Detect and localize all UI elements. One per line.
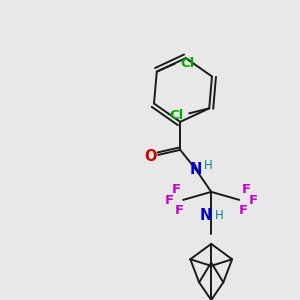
Text: N: N — [200, 208, 212, 224]
Text: F: F — [242, 183, 251, 196]
Text: H: H — [215, 209, 224, 222]
Text: O: O — [144, 149, 157, 164]
Text: F: F — [175, 204, 184, 218]
Text: F: F — [249, 194, 258, 207]
Text: F: F — [165, 194, 174, 207]
Text: F: F — [238, 204, 248, 218]
Text: Cl: Cl — [169, 109, 183, 122]
Text: F: F — [172, 183, 181, 196]
Text: H: H — [204, 159, 213, 172]
Text: Cl: Cl — [181, 57, 195, 70]
Text: N: N — [190, 162, 203, 177]
